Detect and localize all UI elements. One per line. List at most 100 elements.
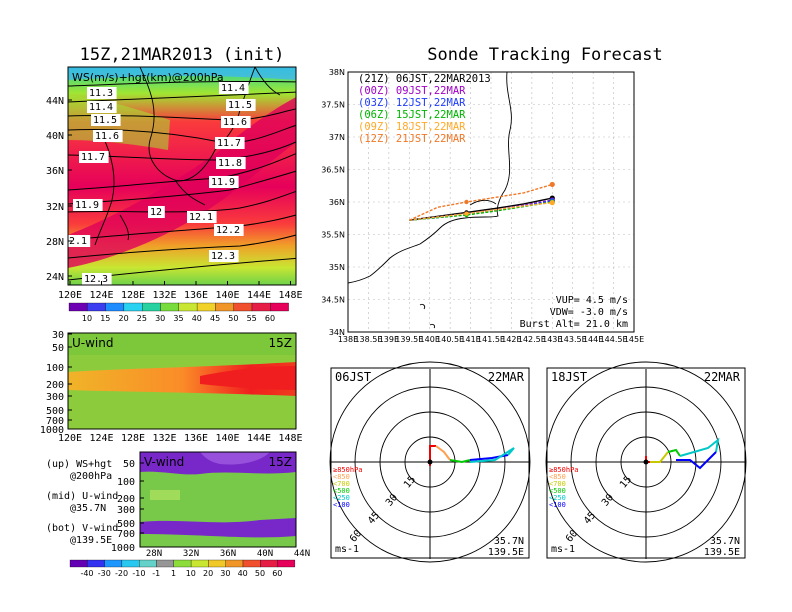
track-lat-labels: 38N 37.5N 37N 36.5N 36N 35.5N 35N 34.5N 34N: [321, 68, 345, 337]
track-burst-point: [464, 211, 469, 216]
colorbar-swatch: [190, 559, 209, 568]
track-lat-label: 37N: [329, 133, 345, 142]
u-wind-lon-label: 136E: [184, 433, 208, 444]
contour-label-bg: [67, 235, 91, 247]
contour-label: 11.5: [93, 115, 117, 126]
colorbar-label: 60: [272, 569, 282, 578]
hodo-ring: [545, 361, 747, 563]
contour-label-bg: [79, 151, 109, 163]
hodo-ring-label: 15: [618, 474, 634, 490]
colorbar-swatch: [123, 302, 143, 312]
hodo-ring-label: 30: [600, 492, 616, 508]
colorbar-swatch: [142, 302, 161, 312]
colorbar-label: 30: [220, 569, 230, 578]
track-lat-label: 34.5N: [321, 296, 345, 305]
colorbar-label: 35: [173, 314, 183, 323]
track-lat-label: 35N: [329, 263, 345, 272]
hodo-trace: [650, 451, 669, 463]
contour-label: 11.8: [218, 158, 242, 169]
contour-label-bg: [209, 250, 239, 262]
pressure-label: 30: [52, 330, 64, 341]
map-lon-label: 148E: [278, 290, 302, 301]
left-title: 15Z,21MAR2013 (init): [80, 45, 285, 65]
v-wind-lat-label: 28N: [146, 549, 162, 559]
track-lon-label: 143E: [542, 335, 562, 344]
track-lat-label: 35.5N: [321, 231, 345, 240]
colorbar-label: 60: [265, 314, 275, 323]
colorbar-label: 40: [192, 314, 202, 323]
hodo-ring-label: 45: [366, 510, 382, 526]
vup-text: VUP= 4.5 m/s: [556, 295, 628, 306]
hodo-right-time: 18JST: [551, 370, 587, 384]
u-wind-lon-label: 144E: [247, 433, 271, 444]
colorbar-label: 20: [203, 569, 213, 578]
hodo-level-label: <100: [549, 501, 566, 509]
track-lat-label: 36N: [329, 198, 345, 207]
map-lon-label: 120E: [58, 290, 82, 301]
launch-time-entry: (06Z) 15JST,22MAR: [358, 109, 466, 121]
v-wind-lat-label: 44N: [294, 549, 310, 559]
hodo-level-label: <250: [333, 494, 350, 502]
colorbar-swatch: [277, 559, 296, 568]
track-lon-label: 142E: [501, 335, 521, 344]
hodo-right-unit: ms-1: [551, 544, 575, 555]
colorbar-swatch: [196, 302, 216, 312]
colorbar-label: -1: [152, 569, 160, 578]
hodo-ring: [329, 361, 531, 563]
contour-label-bg: [219, 82, 249, 94]
u-wind-lon-label: 148E: [278, 433, 302, 444]
contour-label-bg: [73, 199, 103, 211]
pressure-label: 100: [117, 477, 135, 488]
contour-label: 12.3: [84, 274, 108, 285]
hodo-trace: [435, 445, 451, 461]
map-lat-label: 24N: [46, 272, 64, 283]
pressure-label: 500: [117, 519, 135, 530]
colorbar-label: 10: [82, 314, 92, 323]
colorbar-swatch: [215, 302, 234, 312]
hodo-left-lon: 139.5E: [488, 547, 524, 558]
track-burst-point: [464, 199, 469, 205]
u-wind-time: 15Z: [269, 336, 293, 350]
colorbar-swatch: [160, 302, 179, 312]
contour-label: 11.9: [75, 200, 99, 211]
contour-label: 11.3: [89, 88, 113, 99]
contour-label-bg: [148, 206, 165, 218]
contour-label: 11.6: [223, 117, 247, 128]
pressure-label: 200: [117, 494, 135, 505]
hodo-right-date: 22MAR: [704, 370, 741, 384]
colorbar-label: 25: [137, 314, 147, 323]
map-lat-label: 40N: [46, 131, 64, 142]
hodo-trace: [429, 445, 436, 466]
hodo-trace: [676, 451, 717, 470]
contour-label: 12.1: [189, 212, 213, 223]
pressure-label: 700: [46, 416, 64, 427]
track-lon-labels: 138E138.5E139E139.5E140E140.5E141E141.5E…: [338, 335, 644, 344]
note-line: (mid) U-wind: [46, 491, 118, 502]
contour-label: 12: [150, 207, 162, 218]
hodo-left-date: 22MAR: [488, 370, 525, 384]
note-line: @200hPa: [70, 471, 112, 482]
launch-time-entry: (09Z) 18JST,22MAR: [358, 121, 466, 133]
right-title: Sonde Tracking Forecast: [427, 45, 662, 65]
v-wind-label: V-wind: [144, 455, 184, 469]
pressure-label: 50: [123, 459, 135, 470]
contour-label: 11.4: [89, 102, 113, 113]
hodo-level-label: <850: [333, 473, 350, 481]
burst-altitude-text: Burst Alt= 21.0 km: [520, 319, 628, 330]
colorbar-label: -30: [98, 569, 111, 578]
colorbar-label: -10: [132, 569, 145, 578]
hodo-left-unit: ms-1: [335, 544, 359, 555]
u-wind-lon-label: 132E: [152, 433, 176, 444]
note-line: @139.5E: [70, 535, 112, 546]
contour-label-bg: [216, 157, 246, 169]
colorbar-swatch: [87, 559, 105, 568]
contour-label: 12.2: [216, 225, 240, 236]
colorbar-swatch: [270, 302, 289, 312]
colorbar-swatch: [105, 302, 125, 312]
hodo-trace: [667, 448, 681, 457]
hodo-level-label: ≥850hPa: [333, 466, 363, 474]
pressure-label: 300: [46, 392, 64, 403]
